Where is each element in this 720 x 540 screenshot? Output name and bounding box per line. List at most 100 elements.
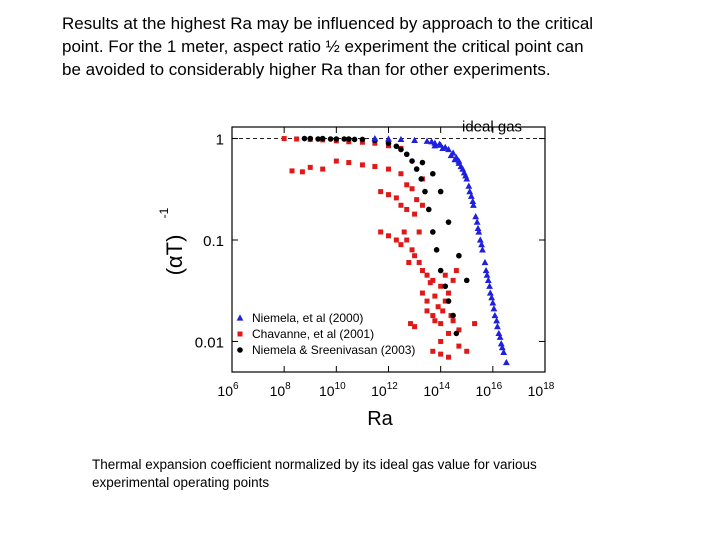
data-point-square: [386, 166, 391, 172]
data-point-circle: [359, 136, 366, 143]
data-point-triangle: [397, 135, 405, 143]
data-point-square: [404, 206, 410, 212]
data-point-circle: [418, 176, 425, 182]
intro-line: be avoided to considerably higher Ra tha…: [62, 60, 551, 79]
data-point-square: [456, 343, 462, 349]
data-point-circle: [442, 283, 449, 290]
data-point-triangle: [476, 236, 484, 243]
data-point-square: [404, 237, 410, 243]
data-point-square: [419, 290, 425, 296]
data-point-circle: [430, 170, 436, 177]
data-point-square: [446, 354, 452, 360]
data-point-triangle: [483, 271, 491, 278]
y-tick-label: 0.01: [195, 334, 224, 351]
data-point-triangle: [486, 289, 494, 296]
data-point-square: [416, 229, 422, 235]
data-point-square: [424, 298, 430, 304]
data-point-triangle: [486, 282, 493, 289]
data-point-triangle: [445, 145, 452, 153]
data-point-square: [432, 318, 438, 324]
data-point-triangle: [479, 246, 486, 253]
plot-area: 106 108 1010 1012 1014 1016 1018 1 0.1 0.01 ideal …: [195, 119, 555, 399]
data-point-triangle: [451, 156, 459, 163]
data-point-circle: [307, 135, 314, 142]
data-point-square: [430, 313, 436, 319]
data-point-circle: [327, 136, 334, 142]
data-point-circle: [456, 252, 462, 259]
data-point-triangle: [459, 165, 467, 172]
data-point-square: [378, 189, 384, 195]
data-point-circle: [409, 158, 415, 164]
caption-line: Thermal expansion coefficient normalized…: [92, 457, 537, 472]
data-point-triangle: [469, 197, 477, 205]
data-point-triangle: [465, 182, 473, 189]
data-point-square: [438, 338, 444, 344]
data-point-triangle: [494, 323, 501, 330]
data-point-square: [472, 321, 478, 327]
data-point-triangle: [371, 134, 379, 142]
data-point-square: [398, 242, 404, 248]
data-point-triangle: [478, 241, 485, 248]
data-point-square: [299, 169, 305, 175]
y-tick-label: 0.1: [203, 233, 224, 250]
data-point-square: [424, 272, 430, 278]
data-point-square: [438, 351, 444, 357]
data-point-square: [412, 253, 418, 259]
data-point-square: [378, 229, 384, 235]
data-point-triangle: [436, 140, 443, 147]
data-point-square: [386, 233, 391, 239]
data-point-square: [440, 308, 446, 314]
data-point-square: [320, 166, 326, 172]
x-tick-label: 1012: [371, 381, 398, 399]
data-point-circle: [393, 143, 400, 150]
data-point-circle: [430, 229, 436, 235]
data-point-triangle: [497, 340, 505, 347]
x-tick-label: 1014: [423, 381, 450, 399]
x-tick-label: 108: [270, 381, 292, 399]
data-point-triangle: [488, 294, 496, 301]
data-point-square: [289, 168, 295, 174]
data-point-triangle: [490, 305, 498, 312]
data-point-triangle: [500, 348, 508, 356]
intro-line: Results at the highest Ra may be influen…: [62, 14, 594, 33]
data-point-square: [398, 202, 404, 208]
data-point-square: [404, 182, 410, 188]
x-tick-label: 1010: [319, 381, 346, 399]
legend-marker-square: [237, 331, 243, 337]
data-point-square: [393, 195, 399, 201]
data-point-square: [442, 272, 448, 278]
data-point-triangle: [489, 299, 497, 306]
data-point-triangle: [496, 333, 504, 340]
data-point-square: [419, 268, 425, 274]
data-point-circle: [319, 135, 326, 142]
data-point-square: [412, 211, 418, 217]
data-point-triangle: [502, 358, 510, 366]
data-point-square: [398, 171, 404, 177]
legend-entry: Niemela, et al (2000): [252, 311, 363, 325]
data-point-circle: [425, 206, 432, 213]
caption-line: experimental operating points: [92, 475, 270, 490]
data-point-square: [427, 280, 433, 286]
legend: Niemela, et al (2000) Chavanne, et al (20…: [236, 311, 415, 357]
x-tick-label: 1016: [475, 381, 502, 399]
data-point-triangle: [491, 311, 499, 319]
data-point-circle: [450, 312, 456, 319]
data-point-triangle: [498, 343, 506, 351]
data-point-square: [408, 321, 414, 327]
data-point-square: [416, 260, 422, 266]
data-point-triangle: [493, 317, 501, 324]
data-point-circle: [351, 136, 358, 143]
data-point-circle: [385, 140, 392, 147]
data-point-circle: [419, 159, 426, 166]
y-tick-label: 1: [216, 132, 224, 149]
data-point-square: [409, 247, 415, 253]
data-point-square: [307, 164, 313, 170]
data-point-triangle: [455, 159, 463, 166]
data-point-triangle: [470, 201, 477, 208]
data-point-triangle: [467, 192, 475, 199]
y-axis-label-superscript: -1: [157, 207, 171, 218]
data-point-circle: [422, 188, 428, 195]
data-point-circle: [463, 277, 470, 284]
legend-marker-circle: [237, 347, 243, 353]
data-point-square: [333, 158, 339, 164]
